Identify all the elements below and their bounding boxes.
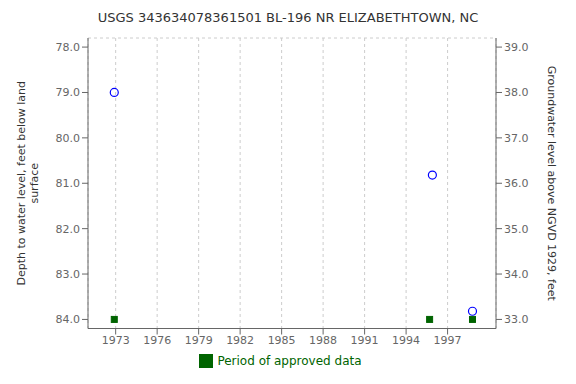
html-text:USGS 343634078361501 BL-196 NR: USGS 343634078361501 BL-196 NR ELIZABETH… <box>97 10 479 25</box>
svg-text:36.0: 36.0 <box>504 177 529 190</box>
svg-text:1979: 1979 <box>185 334 213 347</box>
svg-text:84.0: 84.0 <box>56 313 81 326</box>
svg-text:1994: 1994 <box>392 334 420 347</box>
svg-text:1997: 1997 <box>434 334 462 347</box>
svg-text:38.0: 38.0 <box>504 86 529 99</box>
svg-text:81.0: 81.0 <box>56 177 81 190</box>
svg-text:83.0: 83.0 <box>56 268 81 281</box>
svg-text:1976: 1976 <box>143 334 171 347</box>
svg-text:Depth to water level, feet bel: Depth to water level, feet below land <box>15 81 28 286</box>
svg-text:1985: 1985 <box>268 334 296 347</box>
svg-text:1988: 1988 <box>309 334 337 347</box>
svg-text:78.0: 78.0 <box>56 41 81 54</box>
svg-text:surface: surface <box>28 163 41 204</box>
svg-text:Groundwater level above NGVD 1: Groundwater level above NGVD 1929, feet <box>545 66 558 302</box>
svg-text:39.0: 39.0 <box>504 41 529 54</box>
svg-text:33.0: 33.0 <box>504 313 529 326</box>
svg-text:1982: 1982 <box>226 334 254 347</box>
svg-text:80.0: 80.0 <box>56 132 81 145</box>
svg-text:82.0: 82.0 <box>56 223 81 236</box>
svg-text:37.0: 37.0 <box>504 132 529 145</box>
svg-text:34.0: 34.0 <box>504 268 529 281</box>
svg-text:35.0: 35.0 <box>504 223 529 236</box>
svg-text:1991: 1991 <box>351 334 379 347</box>
svg-text:79.0: 79.0 <box>56 86 81 99</box>
html-text:Period of approved data: Period of approved data <box>217 353 362 368</box>
svg-text:1973: 1973 <box>102 334 130 347</box>
